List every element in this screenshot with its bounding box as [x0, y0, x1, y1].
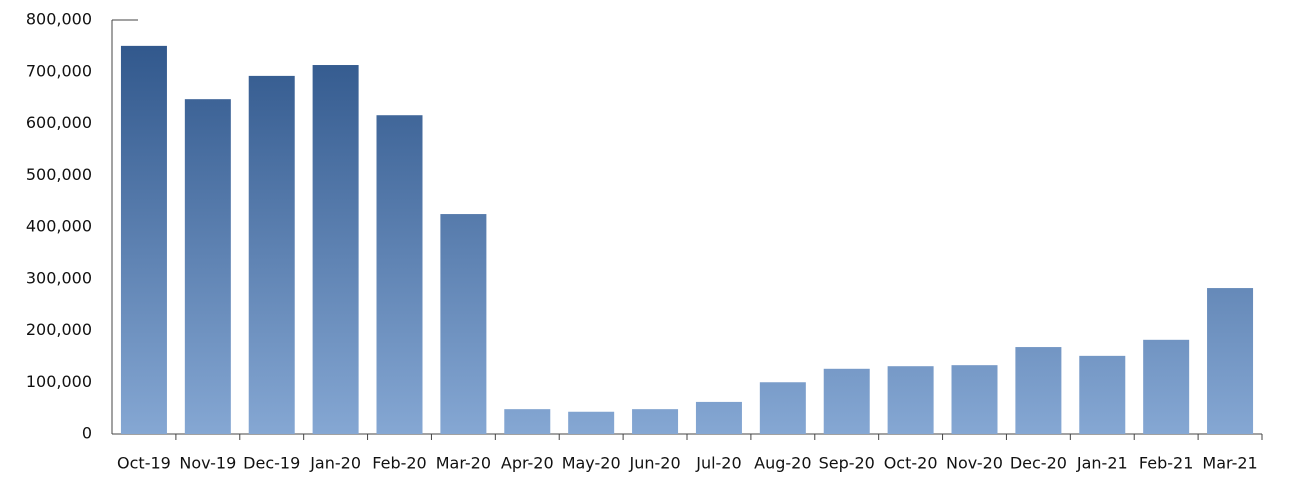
bar	[184, 99, 231, 435]
bar	[695, 401, 742, 434]
x-tick-label: Dec-20	[1010, 454, 1067, 473]
x-tick-label: Nov-20	[946, 454, 1003, 473]
bar	[632, 409, 679, 434]
x-tick-label: Mar-21	[1202, 454, 1257, 473]
y-tick-label: 600,000	[26, 113, 92, 132]
bar	[759, 382, 806, 434]
y-tick-label: 0	[82, 424, 92, 443]
x-tick-label: Jan-20	[309, 454, 361, 473]
x-tick-label: Nov-19	[179, 454, 236, 473]
y-tick-label: 400,000	[26, 217, 92, 236]
bar	[312, 65, 359, 435]
bar	[887, 366, 934, 434]
y-tick-label: 300,000	[26, 268, 92, 287]
bar	[823, 368, 870, 434]
x-tick-label: Jan-21	[1076, 454, 1128, 473]
y-tick-label: 500,000	[26, 165, 92, 184]
x-tick-label: Feb-21	[1139, 454, 1193, 473]
bar	[120, 45, 167, 434]
bar	[568, 411, 615, 434]
x-tick-label: May-20	[562, 454, 621, 473]
bar	[504, 409, 551, 434]
bar	[248, 75, 295, 434]
bar	[1079, 355, 1126, 434]
x-tick-label: Dec-19	[243, 454, 300, 473]
bar	[1207, 288, 1254, 434]
x-tick-label: Oct-19	[117, 454, 171, 473]
x-tick-label: Oct-20	[884, 454, 938, 473]
x-tick-label: Sep-20	[819, 454, 875, 473]
y-tick-label: 700,000	[26, 61, 92, 80]
bar	[376, 115, 423, 434]
x-tick-label: Jul-20	[695, 454, 741, 473]
y-tick-label: 800,000	[26, 10, 92, 29]
x-tick-label: Mar-20	[436, 454, 491, 473]
x-tick-label: Feb-20	[372, 454, 426, 473]
bar	[440, 214, 487, 434]
bar	[951, 365, 998, 434]
bar	[1143, 339, 1190, 434]
x-tick-label: Apr-20	[501, 454, 554, 473]
x-tick-label: Aug-20	[754, 454, 811, 473]
x-tick-label: Jun-20	[628, 454, 680, 473]
y-tick-label: 100,000	[26, 372, 92, 391]
bar	[1015, 347, 1062, 434]
y-tick-label: 200,000	[26, 320, 92, 339]
